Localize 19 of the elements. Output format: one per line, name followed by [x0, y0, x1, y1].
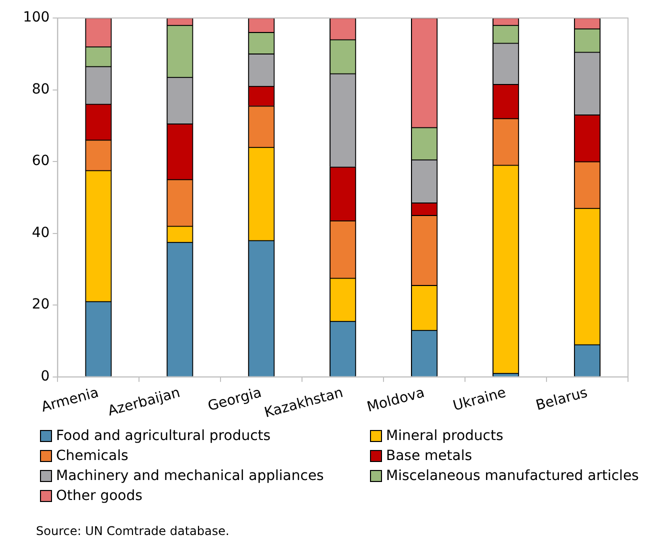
source-note: Source: UN Comtrade database. — [36, 524, 230, 538]
legend-label: Base metals — [386, 448, 472, 464]
y-tick-label: 100 — [22, 10, 50, 26]
y-tick-label: 60 — [32, 153, 50, 170]
legend-label: Machinery and mechanical appliances — [56, 468, 324, 484]
y-tick-label: 40 — [32, 224, 50, 241]
x-tick-label: Moldova — [365, 384, 426, 416]
legend-label: Other goods — [56, 488, 142, 504]
x-tick-label: Belarus — [534, 384, 590, 414]
y-tick-label: 0 — [40, 368, 50, 384]
legend-label: Chemicals — [56, 448, 128, 464]
x-tick-label: Armenia — [40, 384, 100, 416]
y-tick-label: 80 — [32, 81, 50, 98]
x-tick-label: Ukraine — [451, 384, 508, 414]
x-tick-label: Georgia — [206, 384, 264, 415]
legend-label: Food and agricultural products — [56, 428, 271, 444]
legend-label: Mineral products — [386, 428, 504, 444]
legend-label: Miscelaneous manufactured articles — [386, 468, 639, 484]
y-tick-label: 20 — [32, 296, 50, 313]
